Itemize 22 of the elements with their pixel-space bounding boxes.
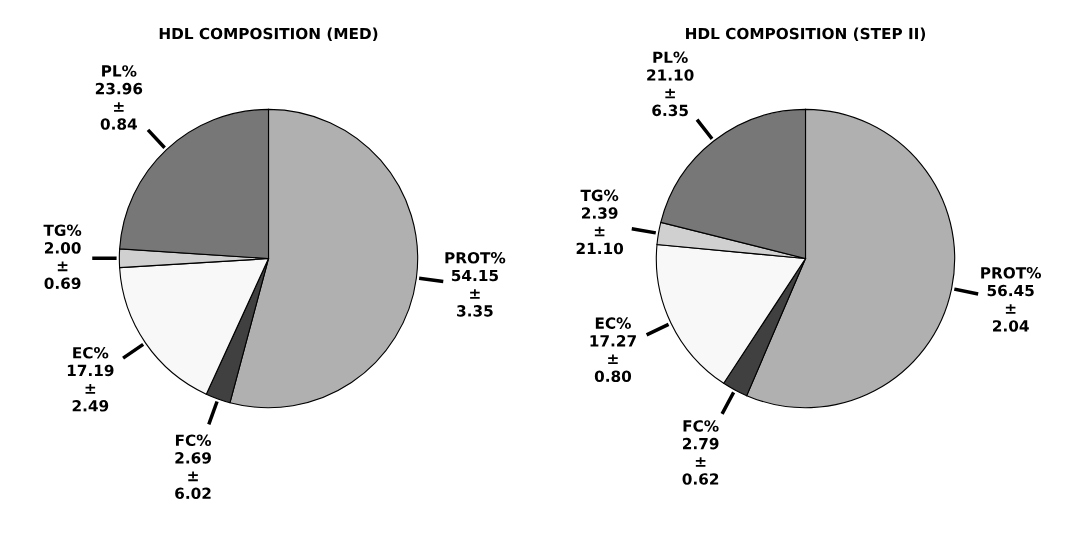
- data-label: 54.15 ± 3.35: [451, 269, 498, 317]
- slice-label: PL%: [653, 51, 688, 64]
- data-label: 23.96 ± 0.84: [95, 82, 143, 130]
- slice-label: PL%: [102, 65, 137, 77]
- data-label: 17.19 ± 2.49: [67, 364, 114, 412]
- slice-label: EC%: [73, 346, 109, 359]
- slice-label: FC%: [683, 420, 719, 432]
- slice-label: TG%: [43, 224, 82, 236]
- data-label: 2.39 ± 21.10: [576, 207, 624, 255]
- data-label: 2.00 ± 0.69: [44, 242, 81, 290]
- slice-label: PROT%: [981, 267, 1042, 279]
- chart-title: HDL COMPOSITION (MED): [159, 27, 378, 42]
- slice-label: FC%: [175, 434, 212, 446]
- data-label: 56.45 ± 2.04: [987, 284, 1034, 332]
- slice-label: EC%: [595, 317, 631, 329]
- chart-title: HDL COMPOSITION (STEP II): [686, 27, 926, 42]
- data-label: 2.69 ± 6.02: [175, 452, 211, 500]
- data-label: 17.27 ± 0.80: [590, 335, 636, 382]
- data-label: 21.10 ± 6.35: [647, 69, 694, 117]
- slice-label: TG%: [580, 189, 619, 202]
- slice-label: PROT%: [445, 252, 506, 264]
- data-label: 2.79 ± 0.62: [682, 437, 719, 485]
